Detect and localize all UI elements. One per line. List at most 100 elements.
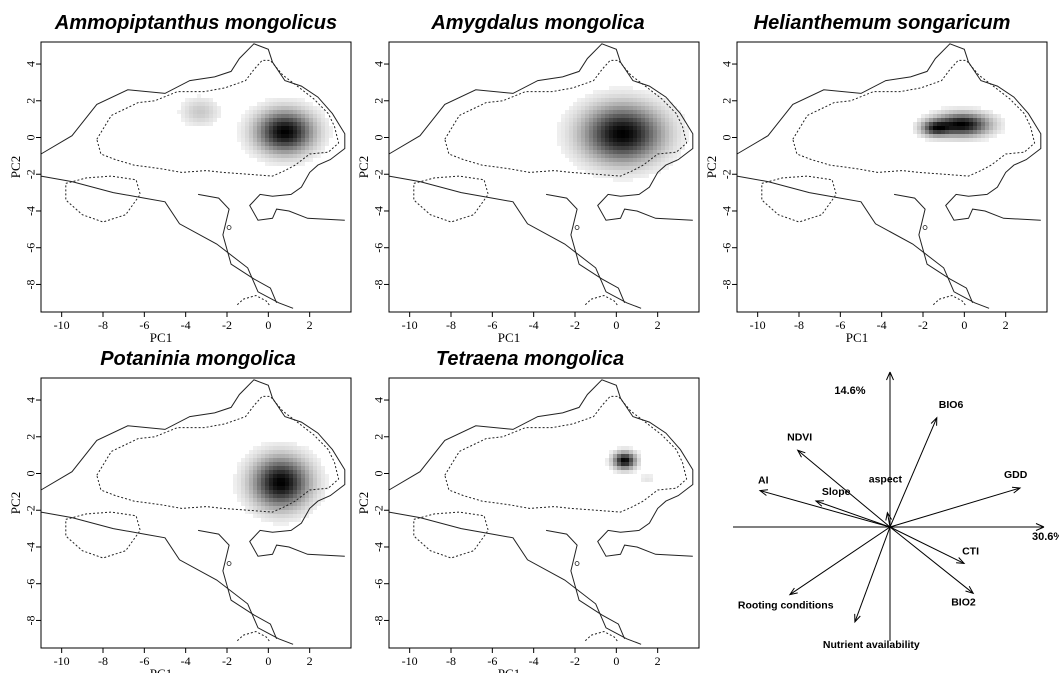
density-cell <box>929 138 933 142</box>
density-cell <box>265 126 269 130</box>
density-cell <box>641 146 645 150</box>
density-cell <box>661 138 665 142</box>
density-cell <box>625 178 629 182</box>
density-cell <box>301 162 305 166</box>
density-cell <box>625 150 629 154</box>
density-cell <box>277 98 281 102</box>
density-cell <box>645 174 649 178</box>
density-cell <box>293 442 297 446</box>
density-cell <box>581 142 585 146</box>
density-cell <box>249 450 253 454</box>
density-cell <box>637 110 641 114</box>
density-cell <box>289 454 293 458</box>
density-cell <box>285 106 289 110</box>
density-cell <box>581 106 585 110</box>
density-cell <box>621 150 625 154</box>
density-cell <box>585 138 589 142</box>
density-cell <box>289 146 293 150</box>
density-cell <box>317 490 321 494</box>
density-cell <box>649 170 653 174</box>
x-tick-label: -8 <box>98 318 108 332</box>
density-cell <box>265 498 269 502</box>
density-cell <box>301 142 305 146</box>
density-cell <box>621 470 625 474</box>
density-cell <box>237 474 241 478</box>
density-cell <box>645 158 649 162</box>
density-cell <box>285 494 289 498</box>
density-cell <box>617 98 621 102</box>
density-cell <box>937 126 941 130</box>
density-cell <box>1001 118 1005 122</box>
density-cell <box>621 98 625 102</box>
x-tick-label: 0 <box>613 654 619 668</box>
density-cell <box>301 154 305 158</box>
density-cell <box>265 510 269 514</box>
density-cell <box>649 146 653 150</box>
density-cell <box>249 110 253 114</box>
density-cell <box>253 122 257 126</box>
density-cell <box>277 110 281 114</box>
density-cell <box>309 466 313 470</box>
density-cell <box>321 486 325 490</box>
density-cell <box>637 466 641 470</box>
density-cell <box>285 446 289 450</box>
density-cell <box>945 106 949 110</box>
density-cell <box>317 142 321 146</box>
density-cell <box>285 490 289 494</box>
density-cell <box>633 454 637 458</box>
density-cell <box>297 490 301 494</box>
y-tick-label: 2 <box>372 434 386 440</box>
density-cell <box>617 126 621 130</box>
density-cell <box>625 158 629 162</box>
density-cell <box>273 134 277 138</box>
density-cell <box>637 138 641 142</box>
density-cell <box>265 442 269 446</box>
density-cell <box>637 458 641 462</box>
density-cell <box>645 110 649 114</box>
density-cell <box>601 114 605 118</box>
density-cell <box>557 134 561 138</box>
density-cell <box>301 486 305 490</box>
x-tick-label: -6 <box>139 654 149 668</box>
density-cell <box>665 142 669 146</box>
envelope-point <box>922 225 928 230</box>
density-cell <box>661 150 665 154</box>
vector-ai: AI <box>758 475 891 528</box>
density-cell <box>301 150 305 154</box>
density-cell <box>269 158 273 162</box>
density-cell <box>605 170 609 174</box>
density-cell <box>245 114 249 118</box>
density-cell <box>953 106 957 110</box>
density-cell <box>637 162 641 166</box>
density-cell <box>277 114 281 118</box>
density-cell <box>317 502 321 506</box>
density-cell <box>253 510 257 514</box>
density-cell <box>925 138 929 142</box>
density-cell <box>293 138 297 142</box>
density-cell <box>237 122 241 126</box>
density-cell <box>309 126 313 130</box>
density-cell <box>629 154 633 158</box>
density-cell <box>657 158 661 162</box>
density-cell <box>629 90 633 94</box>
density-cell <box>613 170 617 174</box>
density-cell <box>949 126 953 130</box>
density-cell <box>681 138 685 142</box>
density-cell <box>617 122 621 126</box>
density-cell <box>297 154 301 158</box>
density-cell <box>317 146 321 150</box>
density-cell <box>989 130 993 134</box>
density-cell <box>657 118 661 122</box>
density-cell <box>281 490 285 494</box>
density-cell <box>633 170 637 174</box>
density-cell <box>249 510 253 514</box>
density-cell <box>653 142 657 146</box>
density-cell <box>601 158 605 162</box>
density-cell <box>601 118 605 122</box>
density-cell <box>249 462 253 466</box>
density-cell <box>597 138 601 142</box>
density-cell <box>285 154 289 158</box>
density-heatmap <box>913 106 1005 142</box>
density-cell <box>613 114 617 118</box>
density-cell <box>245 118 249 122</box>
